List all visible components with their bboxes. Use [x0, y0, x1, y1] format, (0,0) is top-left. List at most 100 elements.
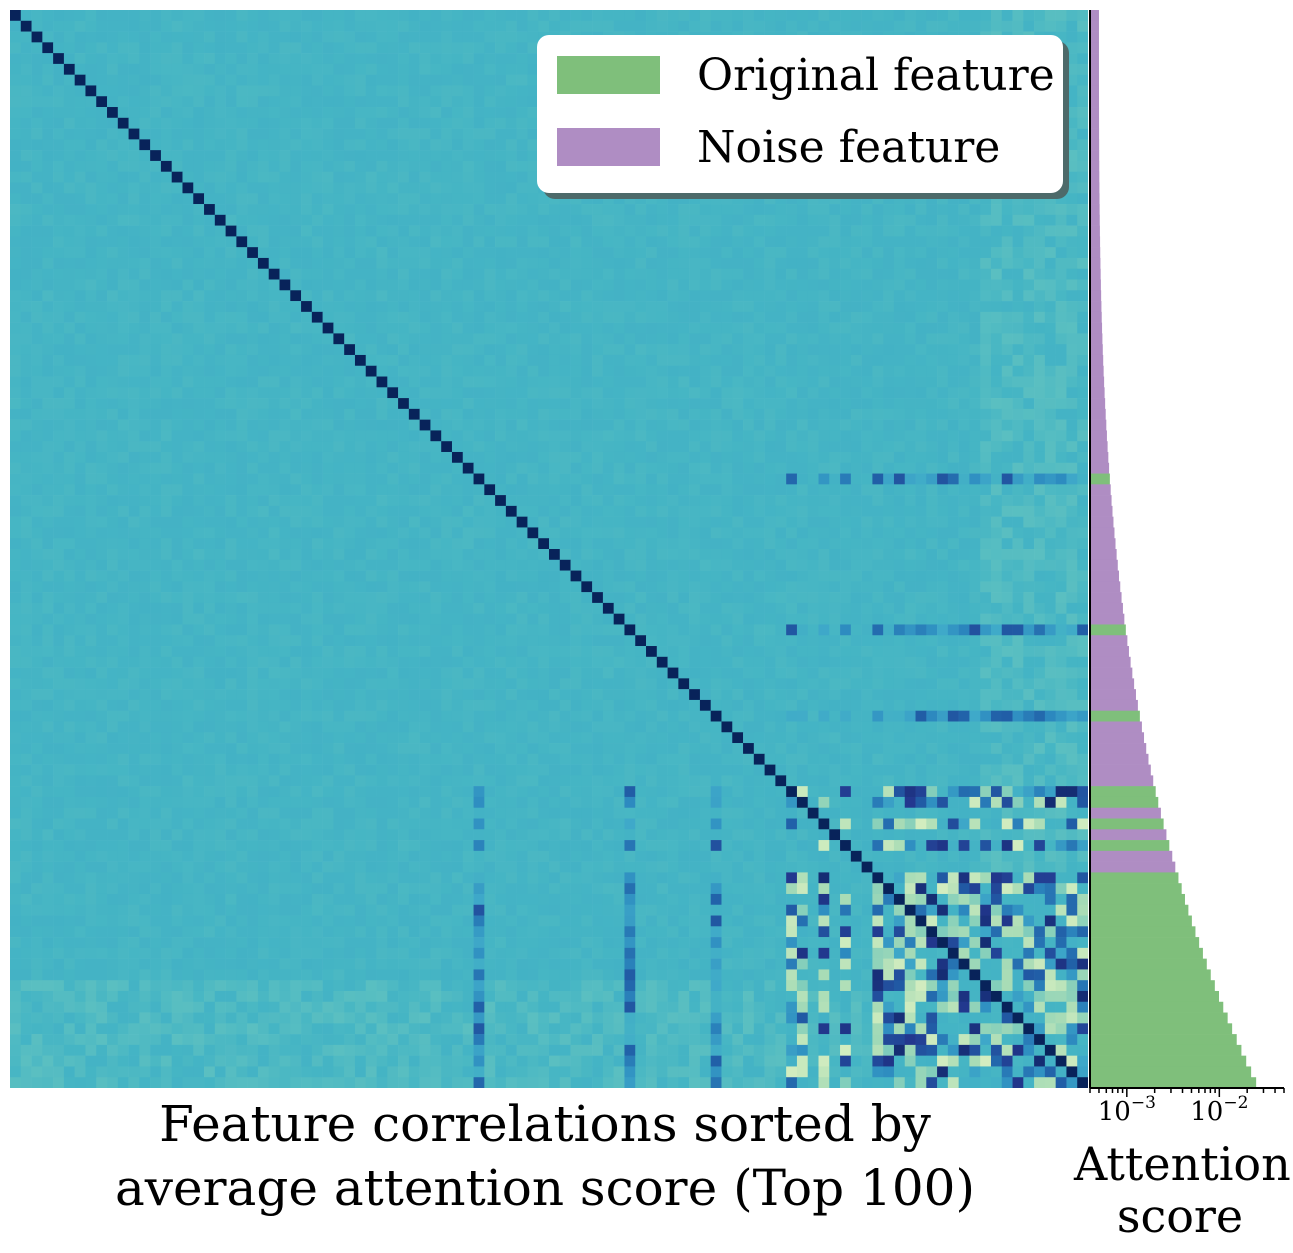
heatmap-cell — [333, 290, 345, 302]
heatmap-cell — [160, 268, 172, 280]
heatmap-cell — [257, 376, 270, 388]
heatmap-cell — [225, 171, 237, 183]
heatmap-cell — [279, 376, 291, 388]
heatmap-cell — [861, 387, 873, 399]
heatmap-cell — [958, 193, 970, 205]
heatmap-cell — [667, 365, 679, 377]
heatmap-cell — [160, 344, 172, 356]
heatmap-cell — [635, 10, 647, 22]
heatmap-cell — [344, 451, 356, 464]
heatmap-cell — [387, 257, 399, 270]
heatmap-cell — [53, 301, 65, 313]
heatmap-cell — [893, 527, 906, 539]
heatmap-cell — [441, 214, 453, 226]
heatmap-cell — [398, 354, 410, 367]
heatmap-cell — [354, 527, 367, 539]
heatmap-cell — [214, 204, 226, 216]
heatmap-cell — [850, 376, 862, 388]
heatmap-cell — [247, 182, 259, 194]
heatmap-cell — [958, 236, 970, 248]
heatmap-cell — [53, 31, 65, 43]
heatmap-cell — [495, 225, 507, 237]
heatmap-cell — [128, 268, 140, 280]
heatmap-cell — [85, 419, 97, 431]
heatmap-cell — [710, 495, 722, 507]
heatmap-cell — [980, 387, 992, 399]
heatmap-cell — [915, 538, 927, 550]
heatmap-cell — [743, 419, 755, 431]
heatmap-cell — [376, 96, 388, 108]
heatmap-cell — [840, 236, 852, 248]
heatmap-cell — [743, 473, 755, 485]
heatmap-cell — [268, 42, 280, 54]
heatmap-cell — [732, 495, 744, 507]
heatmap-cell — [430, 10, 442, 22]
heatmap-cell — [290, 441, 302, 453]
heatmap-cell — [516, 462, 528, 474]
heatmap-cell — [451, 398, 464, 410]
heatmap-cell — [538, 376, 550, 388]
heatmap-cell — [893, 398, 906, 410]
heatmap-cell — [505, 257, 517, 270]
heatmap-cell — [247, 160, 259, 172]
heatmap-cell — [937, 268, 949, 280]
heatmap-cell — [376, 419, 388, 431]
heatmap-cell — [872, 236, 884, 248]
heatmap-cell — [538, 333, 550, 345]
heatmap-cell — [570, 214, 582, 226]
heatmap-cell — [743, 441, 755, 453]
heatmap-cell — [904, 538, 916, 550]
heatmap-cell — [904, 236, 916, 248]
heatmap-cell — [538, 301, 550, 313]
heatmap-cell — [850, 473, 862, 485]
heatmap-cell — [96, 128, 108, 140]
heatmap-cell — [333, 484, 345, 496]
heatmap-cell — [689, 279, 701, 291]
heatmap-cell — [1023, 322, 1035, 334]
heatmap-cell — [969, 408, 981, 420]
heatmap-cell — [818, 527, 830, 539]
heatmap-cell — [204, 376, 216, 388]
heatmap-cell — [128, 128, 140, 140]
heatmap-cell — [160, 20, 172, 32]
heatmap-cell — [1012, 462, 1024, 474]
heatmap-cell — [387, 107, 399, 119]
heatmap-cell — [398, 387, 410, 399]
heatmap-cell — [10, 182, 22, 194]
heatmap-cell — [926, 354, 938, 367]
heatmap-cell — [538, 484, 550, 496]
heatmap-cell — [96, 42, 108, 54]
heatmap-cell — [495, 473, 507, 485]
heatmap-cell — [257, 74, 270, 86]
heatmap-cell — [904, 214, 916, 226]
heatmap-cell — [807, 354, 819, 367]
heatmap-cell — [236, 527, 248, 539]
heatmap-cell — [786, 408, 798, 420]
heatmap-cell — [53, 150, 65, 162]
heatmap-cell — [257, 354, 270, 367]
heatmap-cell — [549, 495, 561, 507]
heatmap-cell — [451, 204, 464, 216]
heatmap-cell — [840, 311, 852, 323]
heatmap-cell — [96, 430, 108, 442]
heatmap-cell — [1023, 419, 1035, 431]
heatmap-cell — [354, 31, 367, 43]
heatmap-cell — [570, 290, 582, 302]
heatmap-cell — [322, 311, 334, 323]
heatmap-cell — [484, 31, 496, 43]
heatmap-cell — [354, 333, 367, 345]
heatmap-cell — [990, 290, 1003, 302]
heatmap-cell — [764, 473, 776, 485]
heatmap-cell — [473, 193, 485, 205]
heatmap-cell — [441, 484, 453, 496]
heatmap-cell — [419, 344, 431, 356]
heatmap-cell — [505, 107, 517, 119]
heatmap-cell — [301, 257, 313, 270]
heatmap-cell — [969, 10, 981, 22]
heatmap-cell — [527, 20, 539, 32]
heatmap-cell — [1077, 268, 1088, 280]
heatmap-cell — [430, 160, 442, 172]
heatmap-cell — [581, 516, 593, 528]
heatmap-cell — [764, 247, 776, 259]
heatmap-cell — [107, 451, 119, 464]
